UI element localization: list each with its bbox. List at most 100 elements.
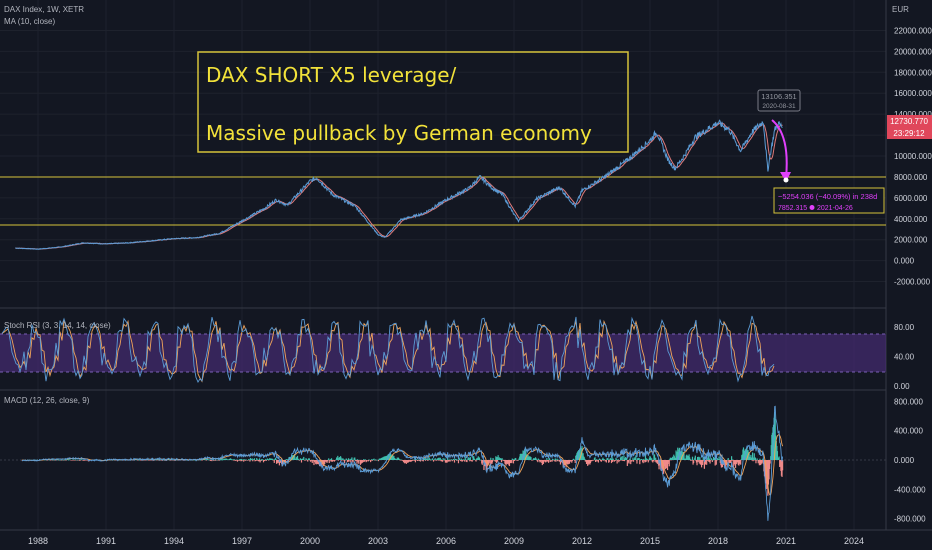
macd-bar bbox=[343, 459, 345, 460]
macd-bar bbox=[357, 459, 359, 460]
macd-bar bbox=[258, 458, 261, 460]
macd-bar bbox=[258, 460, 260, 462]
macd-bar bbox=[150, 460, 152, 461]
projection-arrow[interactable] bbox=[771, 119, 788, 179]
macd-bar bbox=[708, 460, 710, 463]
macd-bar bbox=[621, 460, 623, 461]
macd-bar bbox=[435, 460, 437, 461]
macd-bar bbox=[650, 459, 652, 461]
macd-bar bbox=[571, 460, 573, 463]
macd-bar bbox=[444, 458, 446, 460]
macd-bar bbox=[259, 460, 261, 463]
macd-bar bbox=[623, 460, 626, 462]
macd-bar bbox=[462, 459, 464, 460]
macd-bar bbox=[310, 460, 312, 462]
macd-bar bbox=[714, 457, 716, 460]
macd-bar bbox=[732, 460, 734, 468]
annotation-line-2: Massive pullback by German economy bbox=[206, 121, 592, 145]
macd-bar bbox=[538, 459, 540, 460]
x-tick-label: 2012 bbox=[572, 536, 592, 546]
macd-bar bbox=[400, 460, 402, 461]
macd-bar bbox=[557, 460, 559, 462]
macd-bar bbox=[638, 458, 640, 460]
macd-bar bbox=[219, 459, 222, 460]
macd-bar bbox=[330, 460, 332, 462]
macd-bar bbox=[708, 458, 711, 460]
macd-bar bbox=[262, 460, 265, 463]
macd-bar bbox=[716, 458, 719, 460]
macd-bar bbox=[411, 460, 414, 461]
macd-bar bbox=[439, 457, 441, 460]
macd-bar bbox=[328, 460, 330, 464]
macd-bar bbox=[593, 460, 595, 461]
macd-bar bbox=[761, 460, 763, 463]
macd-bar bbox=[690, 460, 692, 461]
macd-bar bbox=[451, 459, 453, 461]
macd-bar bbox=[262, 459, 264, 460]
macd-bar bbox=[326, 460, 329, 462]
macd-bar bbox=[456, 459, 458, 461]
macd-bar bbox=[706, 460, 708, 465]
macd-bar bbox=[449, 460, 452, 461]
macd-bar bbox=[715, 460, 717, 465]
macd-bar bbox=[77, 460, 79, 461]
macd-bar bbox=[571, 460, 573, 462]
x-tick-label: 1994 bbox=[164, 536, 184, 546]
macd-bar bbox=[712, 459, 714, 461]
macd-bar bbox=[72, 459, 74, 460]
macd-bar bbox=[245, 459, 247, 460]
macd-bar bbox=[460, 460, 462, 462]
macd-bar bbox=[776, 451, 779, 460]
macd-bar bbox=[543, 460, 545, 462]
macd-bar bbox=[282, 460, 284, 465]
macd-bar bbox=[261, 458, 263, 460]
macd-bar bbox=[631, 460, 633, 462]
macd-bar bbox=[286, 459, 288, 460]
macd-bar bbox=[374, 460, 376, 461]
macd-bar bbox=[375, 459, 377, 460]
macd-bar bbox=[489, 460, 491, 466]
macd-bar bbox=[446, 460, 448, 463]
time-axis-labels: 1988 1991 1994 1997 2000 2003 2006 2009 2012 2015… bbox=[28, 536, 864, 546]
macd-bar bbox=[364, 459, 367, 460]
macd-bar bbox=[342, 460, 345, 461]
macd-bar bbox=[718, 456, 720, 460]
macd-bar bbox=[769, 460, 771, 464]
y-tick-label: 0.000 bbox=[894, 257, 915, 266]
macd-bar bbox=[347, 460, 349, 462]
macd-bar bbox=[703, 460, 705, 469]
macd-bar bbox=[530, 457, 532, 460]
macd-bar bbox=[613, 460, 615, 462]
macd-bar bbox=[81, 459, 83, 460]
macd-bar bbox=[754, 457, 756, 460]
macd-bar bbox=[79, 460, 82, 461]
macd-bar bbox=[513, 460, 516, 461]
macd-bar bbox=[139, 459, 141, 460]
macd-bar bbox=[429, 459, 431, 460]
macd-bar bbox=[513, 459, 515, 460]
macd-bar bbox=[268, 460, 270, 461]
macd-bar bbox=[515, 457, 517, 460]
price-line bbox=[15, 119, 783, 250]
macd-bar bbox=[478, 457, 481, 460]
macd-bar bbox=[74, 460, 76, 461]
macd-tick-label: -800.000 bbox=[894, 515, 926, 524]
macd-bar bbox=[418, 459, 420, 460]
macd-bar bbox=[311, 460, 313, 463]
macd-bar bbox=[356, 460, 358, 464]
annotation-box[interactable] bbox=[197, 51, 629, 153]
macd-bar bbox=[436, 458, 439, 460]
macd-bar bbox=[635, 455, 637, 460]
macd-bar bbox=[303, 456, 305, 460]
macd-bar bbox=[400, 459, 402, 460]
macd-bar bbox=[631, 460, 634, 461]
macd-bar bbox=[655, 457, 657, 460]
macd-bar bbox=[670, 460, 672, 461]
macd-bar bbox=[615, 457, 617, 460]
currency-label: EUR bbox=[892, 5, 909, 14]
macd-bar bbox=[612, 460, 614, 462]
macd-bar bbox=[156, 460, 158, 461]
macd-bar bbox=[163, 459, 165, 461]
measure-box[interactable] bbox=[773, 187, 885, 214]
